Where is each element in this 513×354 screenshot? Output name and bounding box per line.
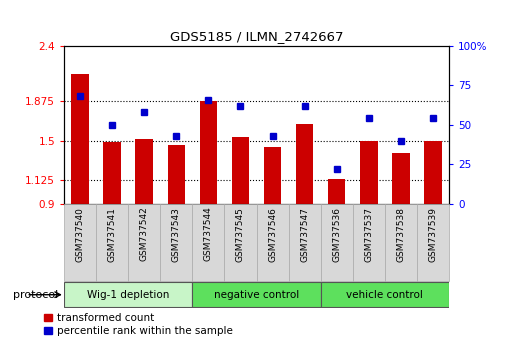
Text: negative control: negative control [214,290,299,300]
FancyBboxPatch shape [128,204,160,281]
Bar [71,74,89,204]
FancyBboxPatch shape [321,282,449,307]
Bar [424,141,442,204]
FancyBboxPatch shape [96,204,128,281]
Text: GSM737546: GSM737546 [268,207,277,262]
FancyBboxPatch shape [385,204,417,281]
FancyBboxPatch shape [160,204,192,281]
Text: GSM737537: GSM737537 [364,207,373,262]
Legend: transformed count, percentile rank within the sample: transformed count, percentile rank withi… [44,313,233,336]
FancyBboxPatch shape [288,204,321,281]
FancyBboxPatch shape [417,204,449,281]
FancyBboxPatch shape [353,204,385,281]
FancyBboxPatch shape [256,204,288,281]
FancyBboxPatch shape [192,282,321,307]
Text: GSM737545: GSM737545 [236,207,245,262]
Bar [232,137,249,204]
FancyBboxPatch shape [64,204,96,281]
Bar [168,145,185,204]
Text: GSM737540: GSM737540 [75,207,85,262]
Bar [360,141,378,204]
Bar [135,139,153,204]
Text: protocol: protocol [13,290,58,300]
Text: GSM737536: GSM737536 [332,207,341,262]
Bar [200,101,217,204]
Text: GSM737544: GSM737544 [204,207,213,261]
FancyBboxPatch shape [64,282,192,307]
FancyBboxPatch shape [225,204,256,281]
Text: vehicle control: vehicle control [346,290,423,300]
FancyBboxPatch shape [321,204,353,281]
Text: GSM737539: GSM737539 [428,207,438,262]
Text: GSM737541: GSM737541 [108,207,117,262]
Text: GSM737542: GSM737542 [140,207,149,261]
Bar [264,147,281,204]
Bar [296,124,313,204]
Bar [328,179,345,204]
Text: Wig-1 depletion: Wig-1 depletion [87,290,169,300]
Title: GDS5185 / ILMN_2742667: GDS5185 / ILMN_2742667 [170,30,343,44]
Bar [104,142,121,204]
Text: GSM737543: GSM737543 [172,207,181,262]
Text: GSM737538: GSM737538 [396,207,405,262]
Bar [392,153,409,204]
Text: GSM737547: GSM737547 [300,207,309,262]
FancyBboxPatch shape [192,204,225,281]
